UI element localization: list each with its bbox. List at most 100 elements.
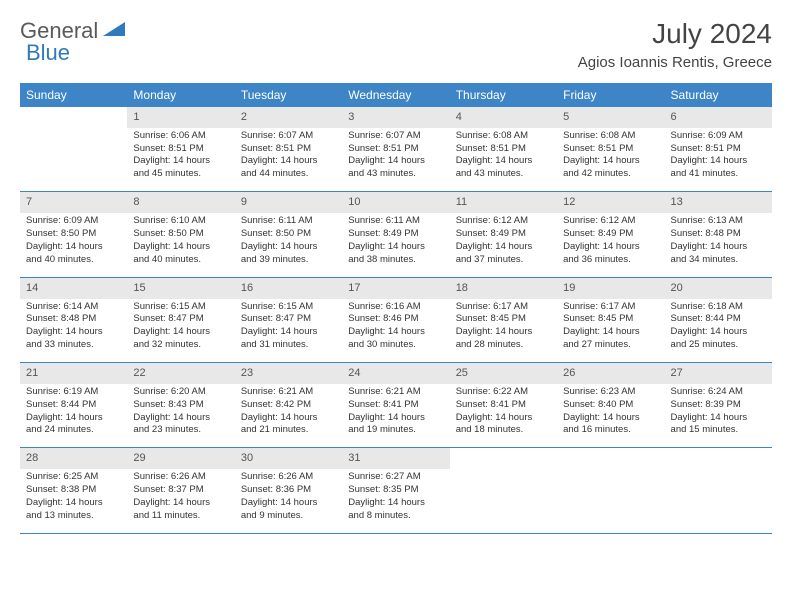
daylight-text-1: Daylight: 14 hours	[348, 326, 443, 339]
daynum-cell	[20, 107, 127, 128]
sunset-text: Sunset: 8:42 PM	[241, 399, 336, 412]
week-1-content-row: Sunrise: 6:09 AMSunset: 8:50 PMDaylight:…	[20, 213, 772, 277]
day-cell: Sunrise: 6:09 AMSunset: 8:50 PMDaylight:…	[20, 213, 127, 277]
sunrise-text: Sunrise: 6:16 AM	[348, 301, 443, 314]
day-cell: Sunrise: 6:08 AMSunset: 8:51 PMDaylight:…	[557, 128, 664, 192]
day-cell: Sunrise: 6:09 AMSunset: 8:51 PMDaylight:…	[665, 128, 772, 192]
sunset-text: Sunset: 8:35 PM	[348, 484, 443, 497]
day-cell: Sunrise: 6:16 AMSunset: 8:46 PMDaylight:…	[342, 299, 449, 363]
calendar-table: SundayMondayTuesdayWednesdayThursdayFrid…	[20, 83, 772, 534]
day-cell: Sunrise: 6:07 AMSunset: 8:51 PMDaylight:…	[342, 128, 449, 192]
daylight-text-2: and 44 minutes.	[241, 168, 336, 181]
daylight-text-1: Daylight: 14 hours	[671, 241, 766, 254]
daynum-cell	[557, 448, 664, 469]
day-cell: Sunrise: 6:11 AMSunset: 8:50 PMDaylight:…	[235, 213, 342, 277]
sunrise-text: Sunrise: 6:07 AM	[348, 130, 443, 143]
day-header-row: SundayMondayTuesdayWednesdayThursdayFrid…	[20, 83, 772, 107]
daynum-cell: 7	[20, 192, 127, 213]
sunrise-text: Sunrise: 6:21 AM	[241, 386, 336, 399]
day-cell: Sunrise: 6:11 AMSunset: 8:49 PMDaylight:…	[342, 213, 449, 277]
daylight-text-1: Daylight: 14 hours	[133, 497, 228, 510]
week-4-content-row: Sunrise: 6:25 AMSunset: 8:38 PM Daylight:…	[20, 469, 772, 533]
day-cell	[450, 469, 557, 533]
daylight-text-2: and 13 minutes.	[26, 510, 121, 523]
daylight-text-2: and 31 minutes.	[241, 339, 336, 352]
day-cell: Sunrise: 6:26 AMSunset: 8:36 PMDaylight:…	[235, 469, 342, 533]
daylight-text-2: and 28 minutes.	[456, 339, 551, 352]
sunset-text: Sunset: 8:40 PM	[563, 399, 658, 412]
sunrise-text: Sunrise: 6:17 AM	[563, 301, 658, 314]
day-cell: Sunrise: 6:21 AMSunset: 8:42 PMDaylight:…	[235, 384, 342, 448]
daynum-cell: 6	[665, 107, 772, 128]
daylight-text-1: Daylight: 14 hours	[348, 412, 443, 425]
day-cell: Sunrise: 6:19 AMSunset: 8:44 PMDaylight:…	[20, 384, 127, 448]
daynum-cell: 5	[557, 107, 664, 128]
sunrise-text: Sunrise: 6:27 AM	[348, 471, 443, 484]
daylight-text-2: and 38 minutes.	[348, 254, 443, 267]
sunset-text: Sunset: 8:39 PM	[671, 399, 766, 412]
sunrise-text: Sunrise: 6:15 AM	[241, 301, 336, 314]
week-3-daynum-row: 21222324252627	[20, 363, 772, 384]
daylight-text-1: Daylight: 14 hours	[241, 241, 336, 254]
day-cell: Sunrise: 6:27 AMSunset: 8:35 PMDaylight:…	[342, 469, 449, 533]
logo-triangle-icon	[103, 20, 125, 43]
sunset-text: Sunset: 8:37 PM	[133, 484, 228, 497]
day-cell: Sunrise: 6:06 AMSunset: 8:51 PMDaylight:…	[127, 128, 234, 192]
daylight-text-1: Daylight: 14 hours	[26, 241, 121, 254]
daynum-cell: 16	[235, 277, 342, 298]
daylight-text-1: Daylight: 14 hours	[26, 412, 121, 425]
week-4-daynum-row: 28293031	[20, 448, 772, 469]
daynum-cell: 23	[235, 363, 342, 384]
daynum-cell: 21	[20, 363, 127, 384]
daynum-cell: 8	[127, 192, 234, 213]
daylight-text-2: and 15 minutes.	[671, 424, 766, 437]
sunset-text: Sunset: 8:51 PM	[241, 143, 336, 156]
day-cell: Sunrise: 6:12 AMSunset: 8:49 PMDaylight:…	[557, 213, 664, 277]
sunrise-text: Sunrise: 6:20 AM	[133, 386, 228, 399]
sunrise-text: Sunrise: 6:23 AM	[563, 386, 658, 399]
daylight-text-1: Daylight: 14 hours	[456, 412, 551, 425]
logo-sub: Blue	[26, 40, 70, 66]
daynum-cell: 15	[127, 277, 234, 298]
daynum-cell: 18	[450, 277, 557, 298]
daynum-cell	[450, 448, 557, 469]
sunrise-text: Sunrise: 6:17 AM	[456, 301, 551, 314]
daylight-text-2: and 32 minutes.	[133, 339, 228, 352]
daylight-text-2: and 45 minutes.	[133, 168, 228, 181]
daylight-text-2: and 39 minutes.	[241, 254, 336, 267]
day-cell: Sunrise: 6:13 AMSunset: 8:48 PMDaylight:…	[665, 213, 772, 277]
day-cell	[20, 128, 127, 192]
daylight-text-1: Daylight: 14 hours	[241, 412, 336, 425]
sunset-text: Sunset: 8:49 PM	[456, 228, 551, 241]
daynum-cell: 20	[665, 277, 772, 298]
sunset-text: Sunset: 8:44 PM	[26, 399, 121, 412]
daylight-text-1: Daylight: 14 hours	[563, 326, 658, 339]
week-0-daynum-row: 123456	[20, 107, 772, 128]
daylight-text-1: Daylight: 14 hours	[133, 241, 228, 254]
day-header-sunday: Sunday	[20, 83, 127, 107]
daynum-cell: 19	[557, 277, 664, 298]
sunset-text: Sunset: 8:46 PM	[348, 313, 443, 326]
daylight-text-2: and 40 minutes.	[26, 254, 121, 267]
sunrise-text: Sunrise: 6:08 AM	[456, 130, 551, 143]
sunset-text: Sunset: 8:36 PM	[241, 484, 336, 497]
daylight-text-2: and 16 minutes.	[563, 424, 658, 437]
daynum-cell: 10	[342, 192, 449, 213]
day-cell: Sunrise: 6:22 AMSunset: 8:41 PMDaylight:…	[450, 384, 557, 448]
sunrise-text: Sunrise: 6:13 AM	[671, 215, 766, 228]
sunrise-text: Sunrise: 6:25 AM	[26, 471, 121, 484]
week-1-daynum-row: 78910111213	[20, 192, 772, 213]
sunset-text: Sunset: 8:45 PM	[456, 313, 551, 326]
sunset-text: Sunset: 8:50 PM	[241, 228, 336, 241]
sunset-text: Sunset: 8:38 PM	[26, 484, 121, 497]
day-cell: Sunrise: 6:25 AMSunset: 8:38 PMDaylight:…	[20, 469, 127, 533]
daylight-text-1: Daylight: 14 hours	[241, 326, 336, 339]
daynum-cell: 4	[450, 107, 557, 128]
daylight-text-1: Daylight: 14 hours	[671, 412, 766, 425]
sunset-text: Sunset: 8:51 PM	[133, 143, 228, 156]
day-cell	[665, 469, 772, 533]
daylight-text-1: Daylight: 14 hours	[133, 155, 228, 168]
daylight-text-2: and 34 minutes.	[671, 254, 766, 267]
daylight-text-1: Daylight: 14 hours	[133, 326, 228, 339]
location-label: Agios Ioannis Rentis, Greece	[578, 54, 772, 71]
